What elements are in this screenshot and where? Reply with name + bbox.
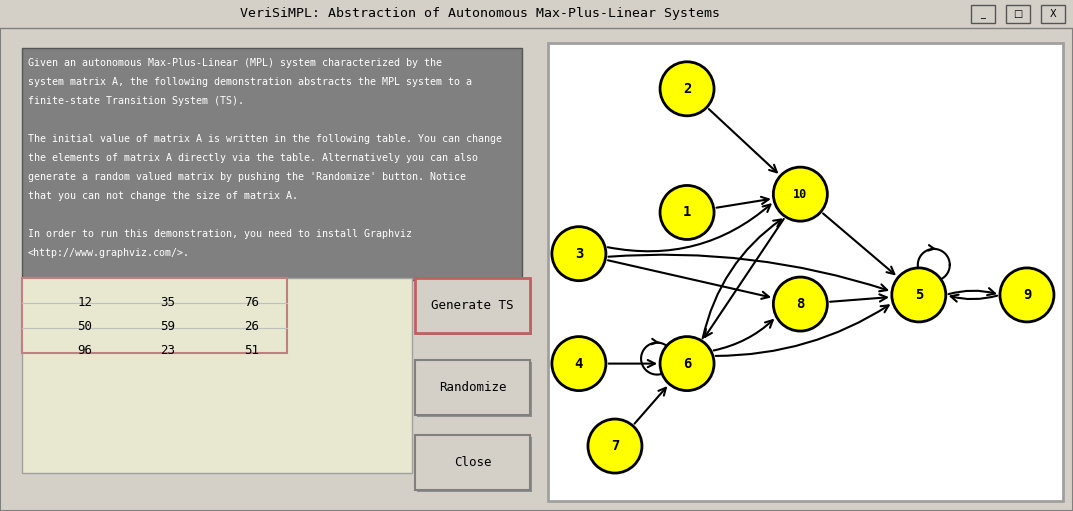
Text: 96: 96 [77,344,92,357]
Text: <http://www.graphviz.com/>.: <http://www.graphviz.com/>. [28,248,190,258]
FancyArrowPatch shape [951,295,997,301]
Text: Generate TS: Generate TS [431,299,514,312]
Text: Given an autonomous Max-Plus-Linear (MPL) system characterized by the: Given an autonomous Max-Plus-Linear (MPL… [28,58,442,68]
FancyBboxPatch shape [548,43,1063,501]
Text: X: X [1049,9,1056,19]
Text: 23: 23 [161,344,176,357]
Text: The initial value of matrix A is written in the following table. You can change: The initial value of matrix A is written… [28,134,502,144]
Text: 6: 6 [682,357,691,370]
Text: In order to run this demonstration, you need to install Graphviz: In order to run this demonstration, you … [28,229,412,239]
Text: 10: 10 [793,188,808,201]
Text: 12: 12 [77,296,92,309]
FancyBboxPatch shape [417,362,532,417]
Circle shape [892,268,945,322]
FancyBboxPatch shape [971,5,995,23]
Text: the elements of matrix A directly via the table. Alternatively you can also: the elements of matrix A directly via th… [28,153,477,163]
FancyArrowPatch shape [634,388,666,424]
Text: 2: 2 [682,82,691,96]
FancyArrowPatch shape [608,254,887,291]
FancyBboxPatch shape [415,435,530,490]
Circle shape [552,227,606,281]
Text: 8: 8 [796,297,805,311]
Text: 1: 1 [682,205,691,219]
Text: 59: 59 [161,320,176,333]
Circle shape [588,419,642,473]
Text: generate a random valued matrix by pushing the 'Randomize' button. Notice: generate a random valued matrix by pushi… [28,172,466,182]
Text: 35: 35 [161,296,176,309]
FancyArrowPatch shape [823,214,895,274]
FancyArrowPatch shape [949,288,995,295]
FancyBboxPatch shape [1006,5,1030,23]
FancyArrowPatch shape [608,360,655,367]
Text: 26: 26 [245,320,260,333]
Text: □: □ [1013,9,1023,19]
Text: 51: 51 [245,344,260,357]
FancyArrowPatch shape [717,197,768,207]
FancyArrowPatch shape [709,109,777,172]
Text: VeriSiMPL: Abstraction of Autonomous Max-Plus-Linear Systems: VeriSiMPL: Abstraction of Autonomous Max… [240,8,720,20]
FancyArrowPatch shape [703,220,781,338]
FancyBboxPatch shape [415,278,530,333]
Text: finite-state Transition System (TS).: finite-state Transition System (TS). [28,96,244,106]
FancyBboxPatch shape [415,360,530,415]
FancyBboxPatch shape [417,280,532,335]
Text: _: _ [981,9,985,19]
FancyBboxPatch shape [417,437,532,492]
FancyBboxPatch shape [23,278,288,353]
Circle shape [660,337,714,390]
FancyArrowPatch shape [714,320,773,351]
Circle shape [552,337,606,390]
Text: Close: Close [454,456,491,469]
Circle shape [660,62,714,116]
Circle shape [774,277,827,331]
Text: 7: 7 [611,439,619,453]
Circle shape [774,167,827,221]
Text: system matrix A, the following demonstration abstracts the MPL system to a: system matrix A, the following demonstra… [28,77,472,87]
Circle shape [660,185,714,240]
Text: 4: 4 [575,357,583,370]
Text: that you can not change the size of matrix A.: that you can not change the size of matr… [28,191,298,201]
FancyBboxPatch shape [23,48,521,280]
FancyArrowPatch shape [716,306,888,356]
FancyArrowPatch shape [831,294,886,302]
FancyBboxPatch shape [0,0,1073,28]
Text: 5: 5 [914,288,923,302]
FancyArrowPatch shape [705,219,783,337]
FancyBboxPatch shape [1041,5,1065,23]
FancyBboxPatch shape [23,278,412,473]
FancyArrowPatch shape [607,204,770,251]
Text: 76: 76 [245,296,260,309]
Text: 50: 50 [77,320,92,333]
FancyArrowPatch shape [608,260,769,299]
Text: 9: 9 [1023,288,1031,302]
Circle shape [1000,268,1054,322]
Text: 3: 3 [575,247,583,261]
Text: Randomize: Randomize [439,381,506,394]
